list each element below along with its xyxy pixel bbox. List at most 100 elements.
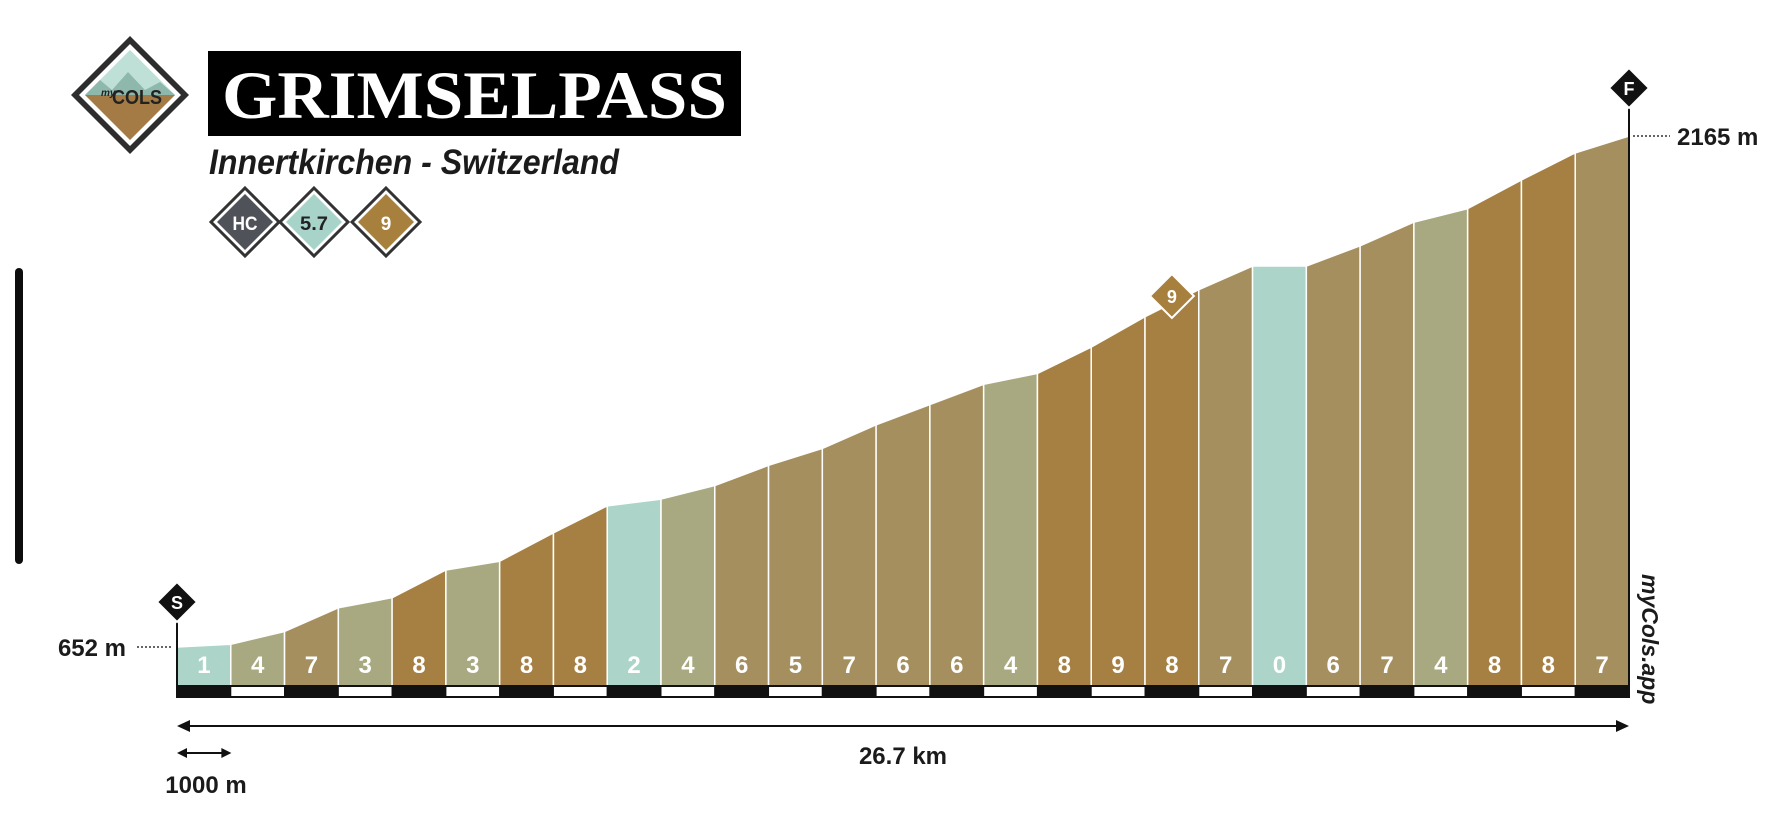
- total-distance-label: 26.7 km: [859, 743, 947, 770]
- profile-segment: [767, 447, 824, 687]
- segment-grade-label: 8: [412, 652, 425, 679]
- ruler-tick: [1144, 685, 1200, 698]
- ruler-tick: [445, 685, 501, 698]
- profile-segment: [1090, 315, 1146, 687]
- badge-category-label: HC: [233, 214, 258, 235]
- profile-segment: [982, 372, 1039, 687]
- segment-grade-label: 2: [627, 652, 640, 679]
- logo-text-my: my: [101, 88, 116, 99]
- profile-segment: [1198, 264, 1254, 687]
- ruler-tick: [1520, 685, 1576, 698]
- profile-segment: [1305, 244, 1361, 687]
- badge-max-grade-label: 9: [381, 214, 392, 235]
- ruler-tick: [1413, 685, 1469, 698]
- segment-grade-label: 7: [1380, 652, 1393, 679]
- badge-max-grade: 9: [349, 185, 423, 259]
- segment-grade-label: 6: [896, 652, 909, 679]
- ruler-tick: [929, 685, 985, 698]
- ruler-tick: [660, 685, 716, 698]
- grade-labels: 1 4 7 3 8 3 8 8 2 4 6 5 7 6 6 4 8 9 8 7 0 6 7 4 8 8 7: [197, 652, 1609, 679]
- finish-elevation-label: 2165 m: [1677, 124, 1758, 151]
- ruler-tick: [230, 685, 286, 698]
- segment-grade-label: 8: [1488, 652, 1501, 679]
- ruler-tick: [606, 685, 662, 698]
- ruler-tick: [284, 685, 339, 698]
- segment-grade-label: 6: [735, 652, 748, 679]
- profile-segment: [1144, 288, 1200, 687]
- segment-grade-label: 8: [574, 652, 587, 679]
- profile-segment: [821, 423, 877, 687]
- scale-label: 1000 m: [165, 772, 246, 799]
- total-distance-arrow: [177, 720, 1629, 732]
- segment-grade-label: 8: [1058, 652, 1071, 679]
- page-title: GRIMSELPASS: [222, 57, 727, 133]
- page-subtitle: Innertkirchen - Switzerland: [209, 143, 620, 182]
- ruler-tick: [1305, 685, 1361, 698]
- ruler-tick: [1090, 685, 1146, 698]
- ruler-tick: [176, 685, 232, 698]
- segment-grade-label: 3: [466, 652, 479, 679]
- segment-grade-label: 4: [681, 652, 695, 679]
- ruler-tick: [499, 685, 554, 698]
- scroll-indicator[interactable]: [15, 268, 23, 564]
- logo-text-cols: COLS: [112, 87, 162, 109]
- ruler-tick: [821, 685, 877, 698]
- ruler-tick: [1198, 685, 1254, 698]
- segment-grade-label: 7: [305, 652, 318, 679]
- segment-grade-label: 5: [789, 652, 802, 679]
- segment-grade-label: 7: [843, 652, 856, 679]
- profile-segments: [176, 134, 1630, 687]
- ruler-tick: [1359, 685, 1415, 698]
- ruler-tick: [1574, 685, 1630, 698]
- start-marker-label: S: [171, 593, 183, 613]
- ruler-tick: [1252, 685, 1307, 698]
- ruler-tick: [768, 685, 823, 698]
- segment-grade-label: 8: [1542, 652, 1555, 679]
- mycols-logo: my COLS: [71, 36, 189, 154]
- segment-grade-label: 8: [1165, 652, 1178, 679]
- badge-max-grade-fill: [358, 194, 414, 250]
- segment-grade-label: 3: [359, 652, 372, 679]
- segment-grade-label: 7: [1595, 652, 1608, 679]
- segment-grade-label: 6: [1327, 652, 1340, 679]
- scale-arrow: [177, 748, 232, 758]
- segment-grade-label: 4: [1004, 652, 1018, 679]
- start-elevation-label: 652 m: [58, 635, 126, 662]
- distance-ruler: [176, 685, 1630, 698]
- ruler-tick: [875, 685, 931, 698]
- profile-segment: [1359, 220, 1415, 687]
- segment-grade-label: 4: [1434, 652, 1448, 679]
- ruler-tick: [983, 685, 1038, 698]
- finish-marker: F: [1607, 66, 1651, 110]
- segment-grade-label: 0: [1273, 652, 1286, 679]
- start-marker: S: [155, 580, 199, 624]
- segment-grade-label: 8: [520, 652, 533, 679]
- segment-grade-label: 7: [1219, 652, 1232, 679]
- profile-segment: [1574, 134, 1630, 687]
- ruler-tick: [1036, 685, 1092, 698]
- badge-category: HC: [208, 185, 282, 259]
- profile-segment: [1251, 265, 1308, 687]
- profile-segment: [1036, 345, 1092, 687]
- ruler-tick: [714, 685, 770, 698]
- profile-segment: [1413, 207, 1469, 687]
- profile-segment: [1466, 178, 1523, 687]
- watermark: myCols.app: [1637, 574, 1663, 704]
- ruler-tick: [1467, 685, 1522, 698]
- segment-grade-label: 6: [950, 652, 963, 679]
- ruler-tick: [552, 685, 608, 698]
- title-background: [208, 51, 741, 136]
- ruler-tick: [391, 685, 447, 698]
- max-grade-marker: 9: [1148, 272, 1196, 320]
- badge-average-grade: 5.7: [277, 185, 351, 259]
- finish-marker-label: F: [1624, 79, 1635, 99]
- profile-segment: [875, 403, 931, 687]
- segment-grade-label: 4: [251, 652, 265, 679]
- segment-grade-label: 1: [197, 652, 210, 679]
- profile-segment: [1520, 151, 1576, 687]
- segment-grade-label: 9: [1111, 652, 1124, 679]
- badge-average-grade-label: 5.7: [300, 214, 328, 235]
- badge-average-grade-fill: [286, 194, 342, 250]
